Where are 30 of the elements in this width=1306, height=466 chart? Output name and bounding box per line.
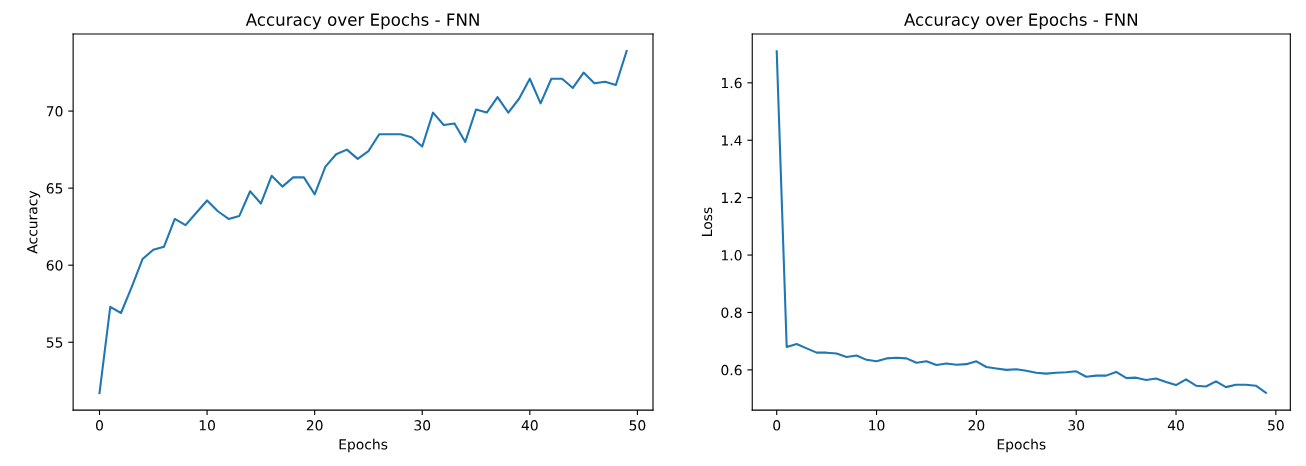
x-tick-label: 10 <box>199 420 215 431</box>
x-tick-label: 0 <box>95 420 103 431</box>
x-axis-title: Epochs <box>997 438 1046 453</box>
y-tick-label: 1.2 <box>721 192 742 203</box>
y-tick-label: 65 <box>46 183 63 194</box>
x-tick-label: 30 <box>414 420 431 431</box>
y-tick-label: 1.4 <box>721 135 742 146</box>
x-tick-label: 40 <box>1167 420 1184 431</box>
y-tick-label: 70 <box>46 106 63 117</box>
y-tick-label: 55 <box>46 337 63 348</box>
y-tick-label: 0.6 <box>721 364 742 376</box>
y-axis-title: Accuracy <box>27 190 41 254</box>
chart-title: Accuracy over Epochs - FNN <box>245 13 479 30</box>
x-tick-label: 50 <box>629 420 646 431</box>
x-tick-label: 0 <box>773 420 781 431</box>
y-tick-label: 60 <box>46 260 63 271</box>
x-tick-label: 20 <box>968 420 985 431</box>
x-tick-label: 40 <box>521 420 538 431</box>
x-axis-title: Epochs <box>339 438 388 453</box>
y-axis-title: Loss <box>701 207 713 236</box>
x-tick-label: 20 <box>306 420 323 431</box>
x-tick-label: 50 <box>1268 420 1284 431</box>
y-tick-label: 1.6 <box>721 77 742 89</box>
x-tick-label: 30 <box>1068 420 1085 431</box>
y-tick-label: 0.8 <box>721 307 742 318</box>
x-tick-label: 10 <box>869 420 885 431</box>
line-series <box>98 49 628 395</box>
chart-title: Accuracy over Epochs - FNN <box>904 13 1137 30</box>
line-series <box>775 50 1267 394</box>
y-tick-label: 1.0 <box>721 250 742 261</box>
